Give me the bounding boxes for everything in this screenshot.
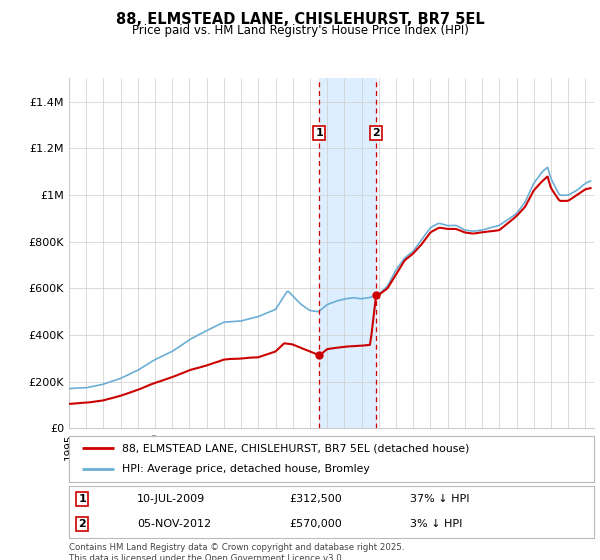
Text: 88, ELMSTEAD LANE, CHISLEHURST, BR7 5EL (detached house): 88, ELMSTEAD LANE, CHISLEHURST, BR7 5EL … (121, 443, 469, 453)
Text: £570,000: £570,000 (290, 519, 342, 529)
Text: 2: 2 (372, 128, 380, 138)
Text: 3% ↓ HPI: 3% ↓ HPI (410, 519, 463, 529)
Text: £312,500: £312,500 (290, 494, 342, 504)
Text: HPI: Average price, detached house, Bromley: HPI: Average price, detached house, Brom… (121, 464, 369, 474)
Text: 05-NOV-2012: 05-NOV-2012 (137, 519, 211, 529)
Text: Contains HM Land Registry data © Crown copyright and database right 2025.
This d: Contains HM Land Registry data © Crown c… (69, 543, 404, 560)
Bar (319, 78, 376, 428)
Text: 1: 1 (315, 128, 323, 138)
Text: 37% ↓ HPI: 37% ↓ HPI (410, 494, 470, 504)
Text: 1: 1 (78, 494, 86, 504)
Text: 2: 2 (78, 519, 86, 529)
Text: Price paid vs. HM Land Registry's House Price Index (HPI): Price paid vs. HM Land Registry's House … (131, 24, 469, 36)
Text: 88, ELMSTEAD LANE, CHISLEHURST, BR7 5EL: 88, ELMSTEAD LANE, CHISLEHURST, BR7 5EL (116, 12, 484, 27)
Text: 10-JUL-2009: 10-JUL-2009 (137, 494, 205, 504)
